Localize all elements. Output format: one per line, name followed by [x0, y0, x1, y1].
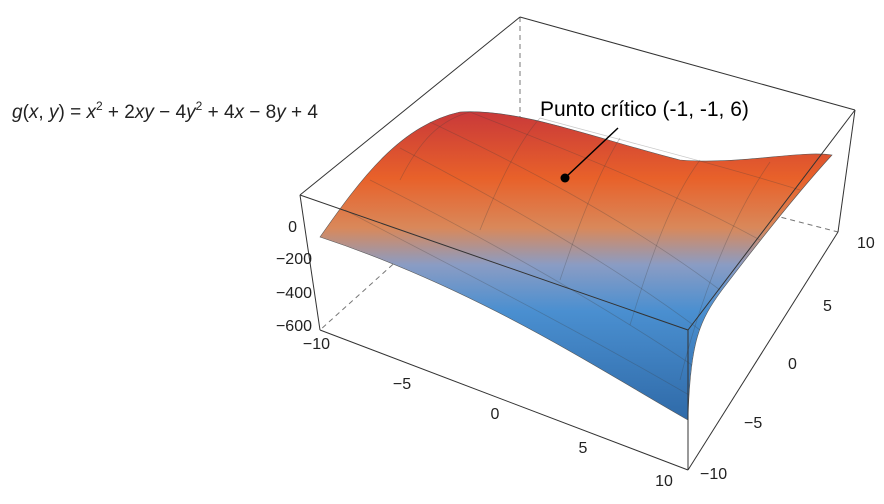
- y-tick-label: 0: [788, 356, 797, 373]
- annotation: Punto crítico (-1, -1, 6): [540, 98, 749, 121]
- z-tick-label: −600: [276, 318, 312, 335]
- equation: g(x, y) = x2 + 2xy − 4y2 + 4x − 8y + 4: [12, 99, 318, 123]
- y-tick-label: −10: [700, 466, 727, 483]
- z-tick-label: 0: [288, 219, 297, 236]
- eq-part: ) =: [58, 102, 86, 123]
- eq-part: y: [184, 102, 197, 123]
- box-front: [299, 109, 856, 471]
- eq-part: (: [23, 102, 30, 123]
- eq-part: + 4: [286, 102, 319, 123]
- x-tick-label: −10: [303, 336, 330, 353]
- eq-part: x: [28, 102, 40, 123]
- y-tick-label: −5: [744, 415, 762, 432]
- x-tick-label: 5: [579, 440, 588, 457]
- y-tick-label: 5: [823, 298, 832, 315]
- z-tick-label: −400: [276, 285, 312, 302]
- eq-part: + 4: [202, 102, 235, 123]
- x-tick-label: 10: [655, 473, 673, 490]
- eq-part: g: [12, 102, 23, 123]
- x-tick-label: −5: [393, 376, 411, 393]
- y-tick-label: 10: [857, 235, 875, 252]
- critical-point: [560, 173, 570, 183]
- eq-part: ,: [38, 102, 49, 123]
- eq-part: 2: [96, 99, 103, 113]
- eq-part: 2: [196, 99, 203, 113]
- eq-part: y: [47, 102, 60, 123]
- surface: [319, 111, 833, 421]
- eq-part: y: [274, 102, 287, 123]
- eq-part: x: [234, 102, 246, 123]
- eq-part: x: [85, 102, 97, 123]
- eq-part: + 2: [103, 102, 135, 123]
- x-tick-label: 0: [491, 406, 500, 423]
- eq-part: − 8: [244, 102, 276, 123]
- surface-mesh: [344, 111, 801, 396]
- box-back: [299, 16, 856, 331]
- z-tick-label: −200: [276, 251, 312, 268]
- eq-part: xy: [134, 102, 156, 123]
- eq-part: − 4: [154, 102, 187, 123]
- annotation-pointer: [565, 127, 619, 178]
